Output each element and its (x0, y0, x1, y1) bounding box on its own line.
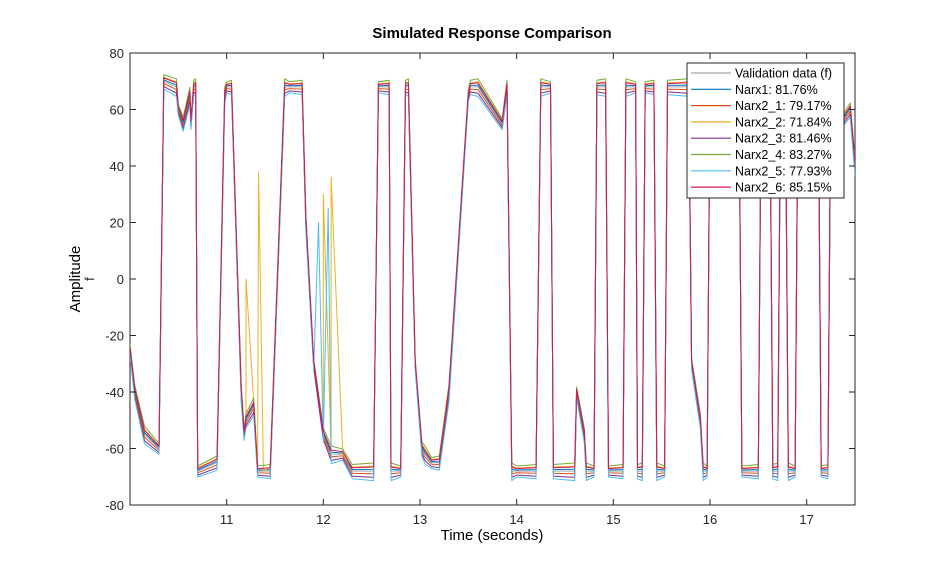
x-axis-title: Time (seconds) (441, 527, 544, 544)
legend-box (686, 62, 845, 199)
x-tick-label-6: 17 (799, 512, 813, 527)
y-axis-title-group: Amplitude f (67, 246, 97, 313)
legend-label-3: Narx2_2: 71.84% (735, 115, 832, 129)
legend-label-1: Narx1: 81.76% (735, 83, 818, 97)
legend-label-5: Narx2_4: 83.27% (735, 148, 832, 162)
x-tick-label-1: 12 (316, 512, 330, 527)
y-tick-label-6: -40 (105, 385, 124, 400)
legend-label-6: Narx2_5: 77.93% (735, 164, 832, 178)
x-tick-label-4: 15 (606, 512, 620, 527)
x-tick-label-0: 11 (220, 512, 234, 527)
y-axis-subtitle: f (82, 277, 97, 281)
y-axis-title: Amplitude (67, 246, 84, 313)
series-line-7 (130, 77, 855, 470)
tick-layer: 11 12 13 14 15 16 17 80 60 40 20 0 -20 -40 -60 -80 (105, 46, 855, 527)
chart-title: Simulated Response Comparison (372, 25, 611, 42)
legend-label-0: Validation data (f) (735, 67, 832, 81)
y-tick-label-5: -20 (105, 329, 124, 344)
y-tick-label-3: 20 (110, 216, 124, 231)
y-tick-label-0: 80 (110, 46, 124, 61)
legend-label-2: Narx2_1: 79.17% (735, 99, 832, 113)
x-tick-label-2: 13 (413, 512, 427, 527)
y-tick-label-7: -60 (105, 442, 124, 457)
y-tick-label-8: -80 (105, 498, 124, 513)
legend-label-7: Narx2_6: 85.15% (735, 181, 832, 195)
legend: Validation data (f) Narx1: 81.76% Narx2_1:… (686, 62, 845, 199)
x-tick-label-5: 16 (703, 512, 717, 527)
y-tick-label-4: 0 (117, 272, 124, 287)
y-tick-label-2: 40 (110, 159, 124, 174)
y-tick-label-1: 60 (110, 103, 124, 118)
series-layer (130, 74, 855, 482)
legend-label-4: Narx2_3: 81.46% (735, 132, 832, 146)
x-tick-label-3: 14 (509, 512, 523, 527)
